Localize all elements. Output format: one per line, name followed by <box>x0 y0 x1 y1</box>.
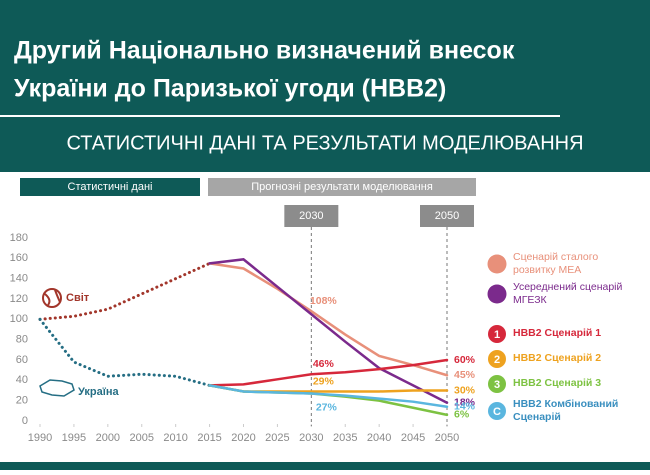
legend-item: НВВ2 Сценарій 1 <box>513 327 602 339</box>
ref-label: 2030 <box>299 210 323 222</box>
series-line <box>208 358 449 387</box>
series-line <box>38 317 212 387</box>
x-tick-label: 1990 <box>28 432 52 444</box>
legend-swatch <box>488 325 506 343</box>
footer-bar <box>0 462 650 470</box>
title-line: Другий Національно визначений внесок <box>14 37 515 65</box>
legend-swatch <box>488 350 506 368</box>
ref-box <box>420 205 474 227</box>
y-tick-label: 20 <box>16 395 28 407</box>
x-tick-label: 2015 <box>197 432 221 444</box>
x-tick-label: 2030 <box>299 432 323 444</box>
series-line <box>208 262 449 377</box>
legend-badge: 1 <box>494 329 500 341</box>
value-label: 30% <box>454 384 476 396</box>
value-label: 18% <box>454 396 476 408</box>
y-tick-label: 0 <box>22 415 28 427</box>
legend-badge: 3 <box>494 379 500 391</box>
legend-badge: C <box>493 406 501 418</box>
legend-item: НВВ2 Комбінований Сценарій <box>513 398 619 423</box>
y-tick-label: 40 <box>16 374 28 386</box>
y-tick-label: 140 <box>10 273 28 285</box>
series-label: Україна <box>78 386 120 398</box>
x-tick-label: 2050 <box>435 432 459 444</box>
value-label: 27% <box>316 401 338 413</box>
y-tick-label: 100 <box>10 313 28 325</box>
subtitle: СТАТИСТИЧНІ ДАНІ ТА РЕЗУЛЬТАТИ МОДЕЛЮВАН… <box>66 132 583 154</box>
title-line: України до Паризької угоди (НВВ2) <box>14 75 446 103</box>
x-tick-label: 2040 <box>367 432 391 444</box>
legend-swatch <box>487 254 507 274</box>
value-label: 45% <box>454 369 476 381</box>
legend-item: НВВ2 Сценарій 3 <box>513 377 602 389</box>
x-tick-label: 2000 <box>96 432 120 444</box>
globe-icon <box>44 289 61 306</box>
y-tick-label: 80 <box>16 334 28 346</box>
period-label: Прогнозні результати моделювання <box>251 181 433 193</box>
x-tick-label: 2020 <box>231 432 255 444</box>
x-tick-label: 2005 <box>130 432 154 444</box>
y-tick-label: 160 <box>10 252 28 264</box>
value-label: 29% <box>313 375 335 387</box>
series-line <box>208 258 449 404</box>
series-line <box>38 261 212 321</box>
map-icon <box>39 379 75 397</box>
ref-label: 2050 <box>435 210 459 222</box>
legend-swatch <box>488 375 506 393</box>
legend-label: НВВ2 Сценарій 1 <box>513 327 602 339</box>
y-tick-label: 60 <box>16 354 28 366</box>
y-tick-label: 120 <box>10 293 28 305</box>
legend-item: Усереднений сценарій МГЕЗК <box>513 281 623 306</box>
legend-label: Усереднений сценарій МГЕЗК <box>513 281 623 306</box>
value-label: 14% <box>454 401 476 413</box>
x-tick-label: 1995 <box>62 432 86 444</box>
y-tick-label: 180 <box>10 232 28 244</box>
legend-label: НВВ2 Комбінований Сценарій <box>513 398 619 423</box>
legend-label: Сценарій сталого розвитку МЕА <box>513 251 599 276</box>
legend-swatch <box>488 402 506 420</box>
ref-box <box>284 205 339 227</box>
legend-label: НВВ2 Сценарій 3 <box>513 377 602 389</box>
legend-item: НВВ2 Сценарій 2 <box>513 352 602 364</box>
value-label: 108% <box>310 295 338 307</box>
value-label: 6% <box>454 409 470 421</box>
x-tick-label: 2010 <box>163 432 187 444</box>
legend-label: НВВ2 Сценарій 2 <box>513 352 602 364</box>
period-tab <box>208 178 476 196</box>
series-label: Світ <box>66 292 90 304</box>
value-label: 46% <box>313 358 335 370</box>
x-tick-label: 2035 <box>333 432 357 444</box>
legend-swatch <box>487 284 507 304</box>
series-line <box>208 384 449 409</box>
value-label: 60% <box>454 354 476 366</box>
globe-icon <box>42 288 62 308</box>
x-tick-label: 2045 <box>401 432 425 444</box>
period-tab <box>20 178 200 196</box>
legend-item: Сценарій сталого розвитку МЕА <box>513 251 599 276</box>
legend-badge: 2 <box>494 354 500 366</box>
period-label: Статистичні дані <box>68 181 153 193</box>
x-tick-label: 2025 <box>265 432 289 444</box>
header-bg <box>0 0 650 172</box>
